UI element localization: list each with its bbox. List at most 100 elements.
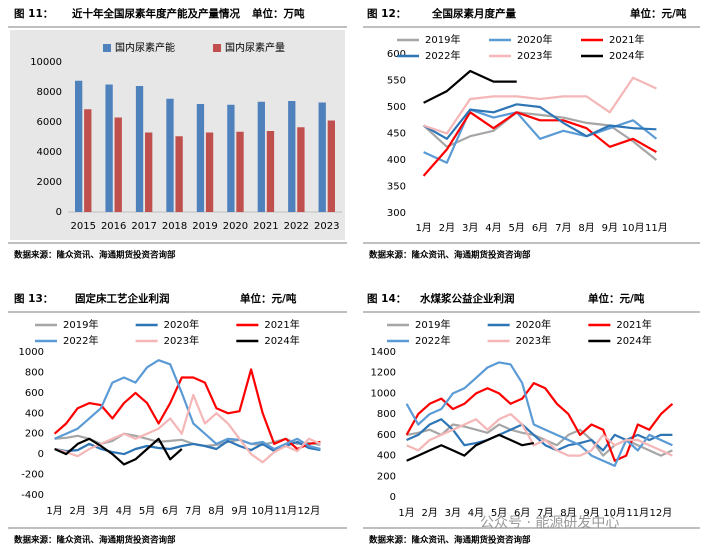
y-tick-label: 4000	[37, 147, 62, 158]
watermark: 公众号 · 能源研发中心	[480, 515, 619, 531]
bar	[288, 101, 296, 212]
x-tick-label: 2017	[131, 221, 156, 232]
figure-label: 图 11：	[14, 8, 53, 20]
legend-label: 2022年	[425, 49, 460, 62]
bar	[135, 86, 144, 212]
y-tick-label: 300	[387, 208, 406, 219]
bar	[75, 80, 83, 212]
line-series	[423, 76, 657, 135]
line-series	[423, 69, 517, 104]
chart-title: 固定床工艺企业利润	[75, 292, 170, 305]
bar	[318, 102, 326, 212]
x-tick-label: 10月	[251, 505, 274, 517]
x-tick-label: 8月	[560, 507, 576, 519]
legend-label: 2020年	[516, 318, 551, 331]
x-tick-label: 9月	[583, 507, 599, 519]
y-tick-label: 200	[377, 471, 396, 482]
legend-label: 国内尿素产能	[115, 41, 175, 54]
y-tick-label: -200	[21, 470, 44, 481]
x-tick-label: 2016	[101, 221, 126, 232]
figure-label: 图 12：	[367, 8, 406, 20]
x-tick-label: 4月	[116, 505, 132, 517]
bar	[236, 131, 244, 212]
legend-label: 2021年	[616, 318, 651, 331]
x-tick-label: 12月	[298, 505, 321, 517]
y-tick-label: 1000	[371, 388, 396, 399]
line-series	[422, 111, 658, 161]
line-series	[405, 382, 674, 462]
x-tick-label: 1月	[398, 507, 414, 519]
line-series	[54, 359, 321, 451]
x-tick-label: 8月	[578, 222, 594, 234]
legend-label: 2021年	[264, 318, 299, 331]
x-tick-label: 8月	[208, 505, 224, 517]
line-series	[406, 433, 534, 462]
y-tick-label: 6000	[37, 117, 62, 128]
legend-label: 2019年	[425, 33, 460, 46]
x-tick-label: 7月	[185, 505, 201, 517]
legend-label: 2023年	[516, 334, 551, 347]
x-tick-label: 12月	[650, 507, 673, 519]
bar	[145, 132, 153, 212]
source-note: 数据来源：隆众资讯、海通期货投资咨询部	[14, 535, 176, 546]
legend-label: 国内尿素产量	[225, 41, 285, 54]
source-note: 数据来源：隆众资讯、海通期货投资咨询部	[369, 535, 531, 546]
bar	[297, 127, 305, 212]
chart-panel: 图 11： 近十年全国尿素年度产能及产量情况 单位：万吨数据来源：隆众资讯、海通期货…	[8, 7, 347, 261]
y-tick-label: 1400	[371, 347, 396, 358]
legend-label: 2024年	[616, 334, 651, 347]
y-tick-label: 10000	[30, 57, 62, 68]
x-tick-label: 2021	[253, 221, 278, 232]
line-series	[405, 361, 673, 467]
y-tick-label: 8000	[37, 87, 62, 98]
x-tick-label: 11月	[274, 505, 297, 517]
line-series	[54, 437, 183, 466]
legend-label: 2023年	[517, 49, 552, 62]
x-tick-label: 3月	[93, 505, 109, 517]
x-tick-label: 3月	[445, 507, 461, 519]
x-tick-label: 2月	[422, 507, 438, 519]
x-tick-label: 2019	[192, 221, 217, 232]
legend-label: 2024年	[609, 49, 644, 62]
x-tick-label: 2015	[70, 221, 95, 232]
x-tick-label: 5月	[509, 222, 525, 234]
y-tick-label: 400	[387, 155, 406, 166]
bar	[84, 109, 92, 212]
x-tick-label: 2020	[223, 221, 248, 232]
x-tick-label: 2022	[284, 221, 309, 232]
legend-label: 2020年	[517, 33, 552, 46]
x-tick-label: 4月	[468, 507, 484, 519]
x-tick-label: 2018	[162, 221, 187, 232]
x-tick-label: 2023	[314, 221, 339, 232]
line-series	[422, 111, 657, 177]
bar	[114, 117, 122, 212]
legend-label: 2021年	[609, 33, 644, 46]
y-tick-label: -400	[21, 490, 44, 501]
legend-label: 2019年	[415, 318, 450, 331]
figure-label: 图 14：	[367, 293, 406, 305]
y-tick-label: 500	[387, 102, 406, 113]
x-tick-label: 1月	[46, 505, 62, 517]
x-tick-label: 10月	[603, 507, 626, 519]
x-tick-label: 10月	[622, 222, 645, 234]
bar	[105, 84, 113, 212]
legend-swatch	[103, 44, 111, 52]
bar	[175, 136, 183, 212]
x-tick-label: 9月	[231, 505, 247, 517]
y-tick-label: 0	[38, 449, 44, 460]
x-tick-label: 11月	[626, 507, 649, 519]
unit-label: 单位：元/吨	[240, 292, 297, 305]
x-tick-label: 2月	[439, 222, 455, 234]
y-tick-label: 1000	[19, 347, 44, 358]
legend-label: 2022年	[63, 334, 98, 347]
y-tick-label: 600	[387, 49, 406, 60]
y-tick-label: 2000	[37, 177, 62, 188]
chart-title: 水煤浆公益企业利润	[419, 292, 515, 305]
y-tick-label: 550	[387, 76, 406, 87]
bar	[166, 98, 174, 212]
x-tick-label: 7月	[555, 222, 571, 234]
